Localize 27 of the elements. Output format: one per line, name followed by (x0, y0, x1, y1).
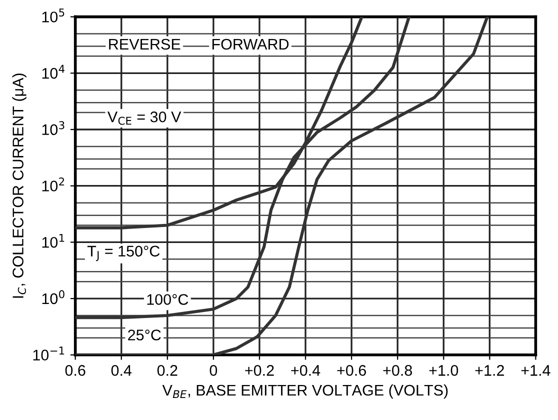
y-tick-label: 10$^{5}$ (42, 8, 64, 22)
annotation: V$_{CE}$ = 30 V (107, 111, 182, 125)
annotation: 25°C (128, 330, 161, 340)
x-tick-label: 0 (210, 365, 218, 376)
y-axis-title: I$_{C}$, COLLECTOR CURRENT (μA) (12, 74, 26, 298)
x-tick-label: +0.4 (291, 365, 320, 376)
x-tick-label: +0.8 (383, 365, 412, 376)
y-tick-label: 10$^{2}$ (42, 177, 64, 192)
y-tick-label: 10$^{4}$ (42, 64, 65, 79)
x-tick-label: 0.2 (157, 365, 178, 376)
x-tick-label: +1.0 (429, 365, 458, 376)
y-tick-label: 10$^{−1}$ (33, 346, 64, 360)
x-tick-label: 0.4 (111, 365, 132, 376)
x-tick-label: +1.4 (521, 365, 550, 376)
x-axis-title: V$_{BE}$, BASE EMITTER VOLTAGE (VOLTS) (162, 384, 448, 399)
y-tick-label: 10$^{3}$ (42, 121, 64, 136)
y-tick-label: 10$^{1}$ (42, 234, 64, 248)
x-tick-label: 0.6 (65, 365, 86, 376)
y-tick-label: 10$^{0}$ (42, 290, 64, 304)
x-tick-label: +1.2 (475, 365, 504, 376)
annotation: FORWARD (212, 38, 289, 50)
annotation: REVERSE (109, 38, 180, 50)
x-tick-label: +0.6 (337, 365, 366, 376)
line-series (75, 16, 411, 320)
annotation: 100°C (147, 294, 188, 305)
x-tick-label: +0.2 (245, 365, 274, 376)
annotation: T$_{J}$ = 150°C (87, 246, 160, 262)
